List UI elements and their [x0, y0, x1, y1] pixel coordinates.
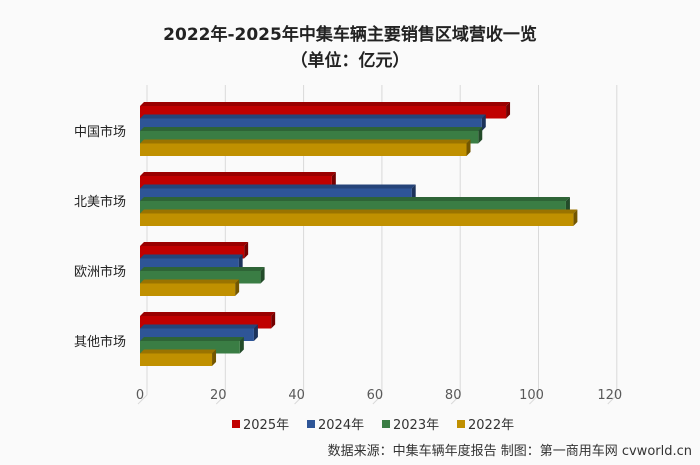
bar-top [140, 324, 258, 329]
legend-label: 2025年 [243, 418, 289, 433]
y-category-label: 欧洲市场 [74, 264, 126, 280]
bar-top [140, 337, 244, 341]
gridline-floor [607, 394, 618, 405]
bar-top [140, 312, 276, 316]
bar-top [140, 254, 243, 259]
bar-side [411, 184, 416, 201]
chart-title: 2022年-2025年中集车辆主要销售区域营收一览 [163, 25, 537, 45]
bar-top [140, 209, 578, 214]
gridline-floor [137, 394, 148, 405]
bar-top [140, 279, 240, 284]
bar [140, 283, 236, 296]
x-tick-label: 20 [210, 388, 227, 403]
legend-swatch [457, 420, 465, 428]
bar-side [506, 102, 511, 119]
bar [140, 213, 574, 226]
bar-top [140, 349, 217, 354]
bar-side [260, 267, 265, 284]
gridline-floor [294, 394, 304, 405]
y-category-label: 中国市场 [74, 124, 126, 140]
bar-top [140, 197, 570, 201]
bar-top [140, 139, 471, 144]
x-tick-label: 0 [136, 388, 144, 403]
bar-top [140, 114, 486, 119]
bar-top [140, 172, 336, 176]
source-note: 数据来源：中集车辆年度报告 制图：第一商用车网 cvworld.cn [327, 444, 692, 459]
legend-swatch [232, 420, 240, 428]
legend-swatch [382, 420, 390, 428]
gridline-floor [450, 394, 461, 405]
bar-side [253, 324, 258, 341]
bar-side [573, 209, 578, 226]
bar-side [478, 127, 483, 144]
bar-side [239, 337, 244, 354]
bar-side [238, 254, 243, 271]
bar [140, 353, 213, 366]
x-tick-label: 120 [597, 388, 622, 403]
bar-side [212, 349, 217, 366]
bar-side [331, 172, 336, 189]
bar-side [481, 114, 486, 131]
x-tick-label: 100 [519, 388, 544, 403]
legend-label: 2024年 [318, 418, 364, 433]
legend-label: 2022年 [468, 418, 514, 433]
chart-subtitle: （单位：亿元） [290, 51, 410, 71]
x-tick-label: 80 [445, 388, 462, 403]
bar-top [140, 242, 249, 246]
gridline-floor [372, 394, 383, 405]
gridline-floor [215, 394, 226, 405]
bar-side [271, 312, 276, 329]
bar-top [140, 102, 511, 106]
bar-side [466, 139, 471, 156]
y-category-label: 其他市场 [74, 334, 126, 350]
bar-top [140, 127, 483, 131]
legend-label: 2023年 [393, 418, 439, 433]
gridline-floor [529, 394, 539, 405]
bar-top [140, 267, 265, 271]
bar-side [244, 242, 249, 259]
legend-swatch [307, 420, 315, 428]
x-tick-label: 60 [367, 388, 384, 403]
y-category-label: 北美市场 [74, 194, 126, 210]
bar-side [235, 279, 240, 296]
x-tick-label: 40 [288, 388, 305, 403]
bar-top [140, 184, 416, 189]
bar-side [565, 197, 570, 214]
bar [140, 143, 467, 156]
